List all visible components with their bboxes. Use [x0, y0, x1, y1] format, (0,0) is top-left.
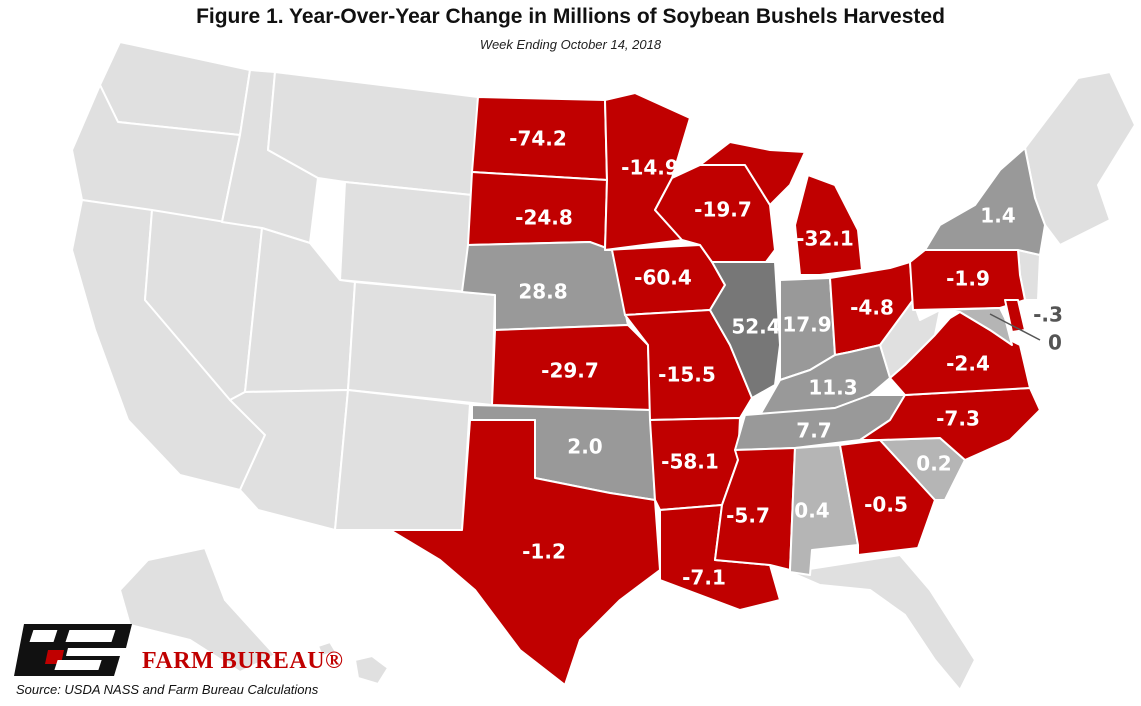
- value-label: -2.4: [946, 352, 990, 376]
- state-ak: [119, 547, 276, 673]
- value-label: 1.4: [980, 204, 1015, 228]
- state-md: [939, 307, 1013, 346]
- brand-name: FARM BUREAU®: [142, 648, 344, 674]
- state-tx: [389, 419, 661, 686]
- value-label: -24.8: [515, 206, 573, 230]
- value-label: -.3: [1033, 303, 1063, 327]
- value-label: -1.9: [946, 267, 990, 291]
- value-label: -29.7: [541, 359, 599, 383]
- value-label: 11.3: [808, 376, 857, 400]
- value-label: -0.5: [864, 493, 908, 517]
- state-de: [1004, 299, 1026, 333]
- state-mi-up: [699, 141, 806, 206]
- value-label: -32.1: [796, 227, 854, 251]
- value-label: 0.2: [916, 452, 951, 476]
- value-label: -19.7: [694, 198, 752, 222]
- callout-leader-md: [989, 313, 1041, 341]
- state-ny: [924, 147, 1046, 256]
- value-label: 0.4: [794, 499, 829, 523]
- state-wa: [99, 41, 251, 136]
- value-label: -7.1: [682, 566, 726, 590]
- value-label: -7.3: [936, 407, 980, 431]
- value-label: 7.7: [796, 419, 831, 443]
- chart-subtitle: Week Ending October 14, 2018: [479, 37, 662, 52]
- state-fl: [789, 554, 976, 691]
- value-label: -14.9: [621, 156, 679, 180]
- value-label: -15.5: [658, 363, 716, 387]
- value-label: -4.8: [850, 296, 894, 320]
- value-label: 28.8: [518, 280, 567, 304]
- value-label: 0: [1048, 331, 1062, 355]
- value-label: 17.9: [782, 313, 831, 337]
- value-label: 2.0: [567, 435, 602, 459]
- value-label: 52.4: [731, 315, 780, 339]
- state-wy: [339, 181, 473, 293]
- state-co: [347, 281, 496, 406]
- state-nm: [334, 389, 471, 531]
- source-note: Source: USDA NASS and Farm Bureau Calcul…: [16, 682, 319, 697]
- value-label: -58.1: [661, 450, 719, 474]
- state-hi: [354, 655, 389, 685]
- value-label: -74.2: [509, 127, 567, 151]
- farm-bureau-logo: [14, 622, 134, 678]
- fb-logo-icon: [14, 624, 132, 676]
- chart-title: Figure 1. Year-Over-Year Change in Milli…: [196, 5, 945, 28]
- state-nc: [859, 387, 1041, 461]
- value-labels: -74.2 -14.9 -19.7 -32.1 1.4 -24.8 -60.4 …: [509, 127, 1063, 590]
- value-label: -1.2: [522, 540, 566, 564]
- value-label: -60.4: [634, 266, 692, 290]
- data-states: [389, 92, 1046, 686]
- state-hi-2: [317, 641, 337, 657]
- state-mi: [794, 174, 863, 276]
- state-ms: [714, 447, 796, 571]
- no-data-states: [71, 41, 1136, 691]
- state-il: [709, 261, 781, 399]
- value-label: -5.7: [726, 504, 770, 528]
- state-ut: [244, 227, 356, 393]
